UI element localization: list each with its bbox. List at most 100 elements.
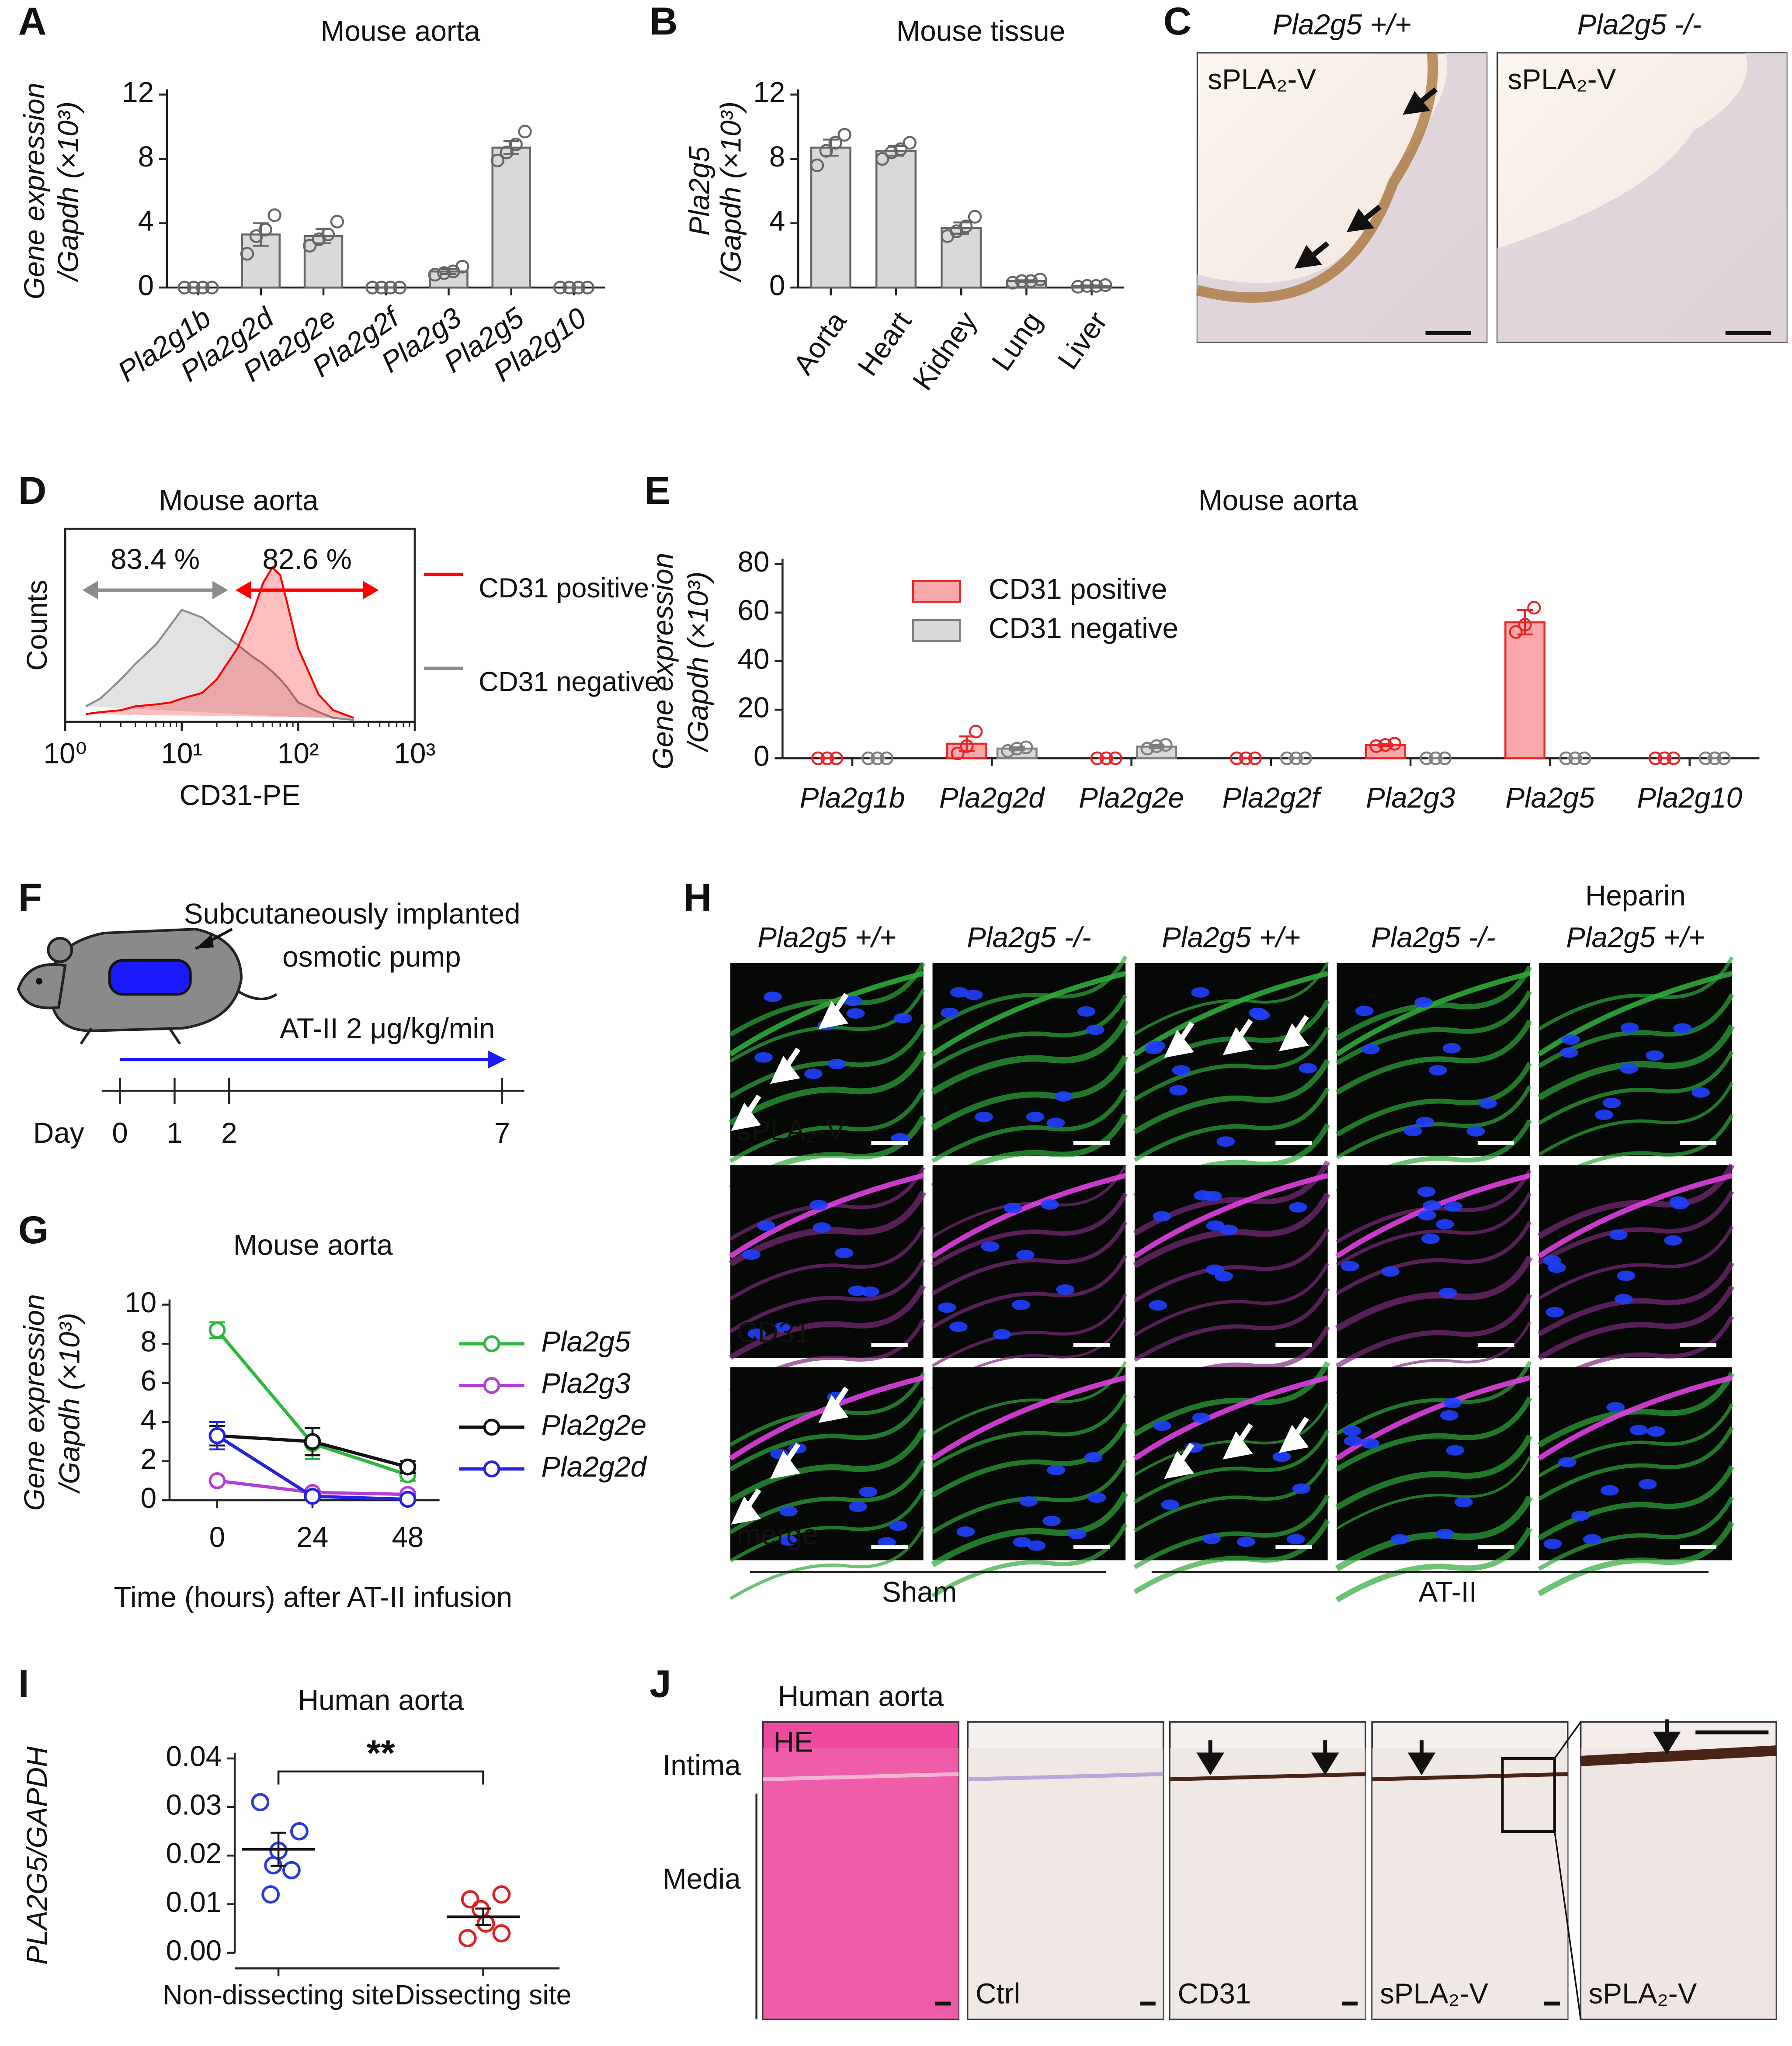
nucleus xyxy=(848,1502,867,1512)
tissue-fiber xyxy=(931,1293,1127,1367)
fluorescence-image xyxy=(1335,963,1532,1194)
y-tick-label: 4 xyxy=(769,205,785,237)
nucleus xyxy=(1446,1445,1465,1456)
nucleus xyxy=(1646,1050,1664,1061)
tissue-fiber xyxy=(1133,1429,1330,1504)
y-tick-label: 10 xyxy=(125,1287,156,1318)
data-point xyxy=(1387,737,1402,751)
nucleus xyxy=(1027,1540,1046,1551)
nucleus xyxy=(993,1329,1011,1340)
bar xyxy=(491,146,531,289)
x-tick-label: Liver xyxy=(1052,306,1113,375)
pump-label: osmotic pump xyxy=(282,941,461,973)
arrow xyxy=(1403,87,1438,115)
tissue-fiber xyxy=(1335,1061,1532,1137)
data-point xyxy=(553,281,567,295)
y-tick-label: 4 xyxy=(141,1404,157,1436)
data-point xyxy=(290,1822,309,1841)
group-label: Sham xyxy=(882,1576,957,1608)
tissue-fiber xyxy=(1133,1287,1330,1362)
tissue-fiber xyxy=(1335,1020,1532,1095)
nucleus xyxy=(1443,1398,1462,1408)
stain-label: sPLA₂-V xyxy=(1380,1977,1488,2009)
data-point xyxy=(879,751,894,765)
tissue-fiber xyxy=(1537,1285,1735,1361)
data-point xyxy=(1657,751,1671,765)
panel-label: I xyxy=(18,1661,29,1705)
tissue-fiber xyxy=(1538,1190,1734,1265)
nucleus xyxy=(1144,1044,1163,1054)
nucleus xyxy=(1087,1492,1106,1503)
nucleus xyxy=(1390,1534,1409,1545)
y-axis-label: Gene expression xyxy=(647,553,679,770)
data-point xyxy=(490,153,505,167)
fluorescence-image xyxy=(729,1165,927,1393)
day-label: 0 xyxy=(112,1117,128,1149)
tissue-fiber xyxy=(729,1397,926,1472)
nucleus xyxy=(1403,1126,1422,1137)
nucleus xyxy=(1191,987,1210,998)
nucleus xyxy=(804,1068,823,1079)
nucleus xyxy=(774,1322,792,1333)
nucleus xyxy=(1054,1091,1073,1102)
nucleus xyxy=(1011,1300,1030,1311)
data-point xyxy=(458,1929,477,1948)
data-point xyxy=(1140,742,1154,756)
arrow xyxy=(1294,241,1330,269)
legend-label: Pla2g5 xyxy=(541,1325,631,1357)
stain-label: sPLA₂-V xyxy=(1588,1977,1697,2009)
nucleus xyxy=(1454,1497,1473,1508)
nucleus xyxy=(1343,1425,1361,1436)
x-tick-label: 24 xyxy=(296,1521,328,1553)
nucleus xyxy=(1172,1065,1191,1076)
tissue-fiber xyxy=(1538,1496,1734,1571)
data-point xyxy=(177,281,191,295)
arrow xyxy=(1278,1015,1309,1051)
nucleus xyxy=(778,1535,797,1546)
data-point xyxy=(208,1472,226,1489)
nucleus xyxy=(1428,1065,1447,1075)
arrow xyxy=(731,1488,761,1525)
data-point xyxy=(1248,751,1262,765)
bar xyxy=(941,227,982,289)
tissue-fiber xyxy=(729,1050,926,1126)
nucleus xyxy=(1438,1287,1457,1298)
nucleus xyxy=(1416,1117,1434,1127)
x-tick-label: Non-dissecting site xyxy=(163,1980,394,2011)
nucleus xyxy=(1479,1098,1497,1109)
tissue-fiber xyxy=(931,1459,1128,1534)
nucleus xyxy=(1562,1034,1580,1045)
data-point xyxy=(240,247,254,261)
y-tick-label: 8 xyxy=(141,1325,157,1357)
data-point xyxy=(208,1321,226,1339)
genotype-label: Pla2g5 +/+ xyxy=(1162,921,1300,953)
fluorescence-image xyxy=(1537,1163,1735,1390)
data-point xyxy=(196,281,210,295)
inset-lines xyxy=(1554,1721,1582,2020)
histogram-line xyxy=(85,565,354,719)
x-tick-label: 10² xyxy=(278,738,319,770)
stain-label: Ctrl xyxy=(976,1977,1020,2009)
nucleus xyxy=(1236,1536,1255,1547)
tissue-fiber xyxy=(1133,1228,1330,1303)
tissue-fiber xyxy=(931,1055,1129,1131)
data-point xyxy=(1559,751,1573,765)
nucleus xyxy=(981,1241,1000,1252)
data-point xyxy=(1090,751,1104,765)
nucleus xyxy=(1583,1534,1601,1545)
stain-label: sPLA₂-V xyxy=(1208,63,1316,95)
data-point xyxy=(884,146,899,160)
nucleus xyxy=(1436,1219,1454,1230)
data-point xyxy=(399,1458,417,1476)
endothelium xyxy=(931,1375,1126,1461)
data-point xyxy=(399,1491,417,1508)
fluorescence-image xyxy=(729,1367,926,1600)
tissue-fiber xyxy=(729,1259,925,1333)
endothelium xyxy=(1537,1375,1733,1461)
tissue-fiber xyxy=(1335,1293,1532,1369)
legend-swatch xyxy=(912,580,961,603)
data-point xyxy=(959,219,973,233)
chart-title: Mouse aorta xyxy=(159,485,319,517)
genotype-label: Pla2g5 -/- xyxy=(967,921,1091,953)
